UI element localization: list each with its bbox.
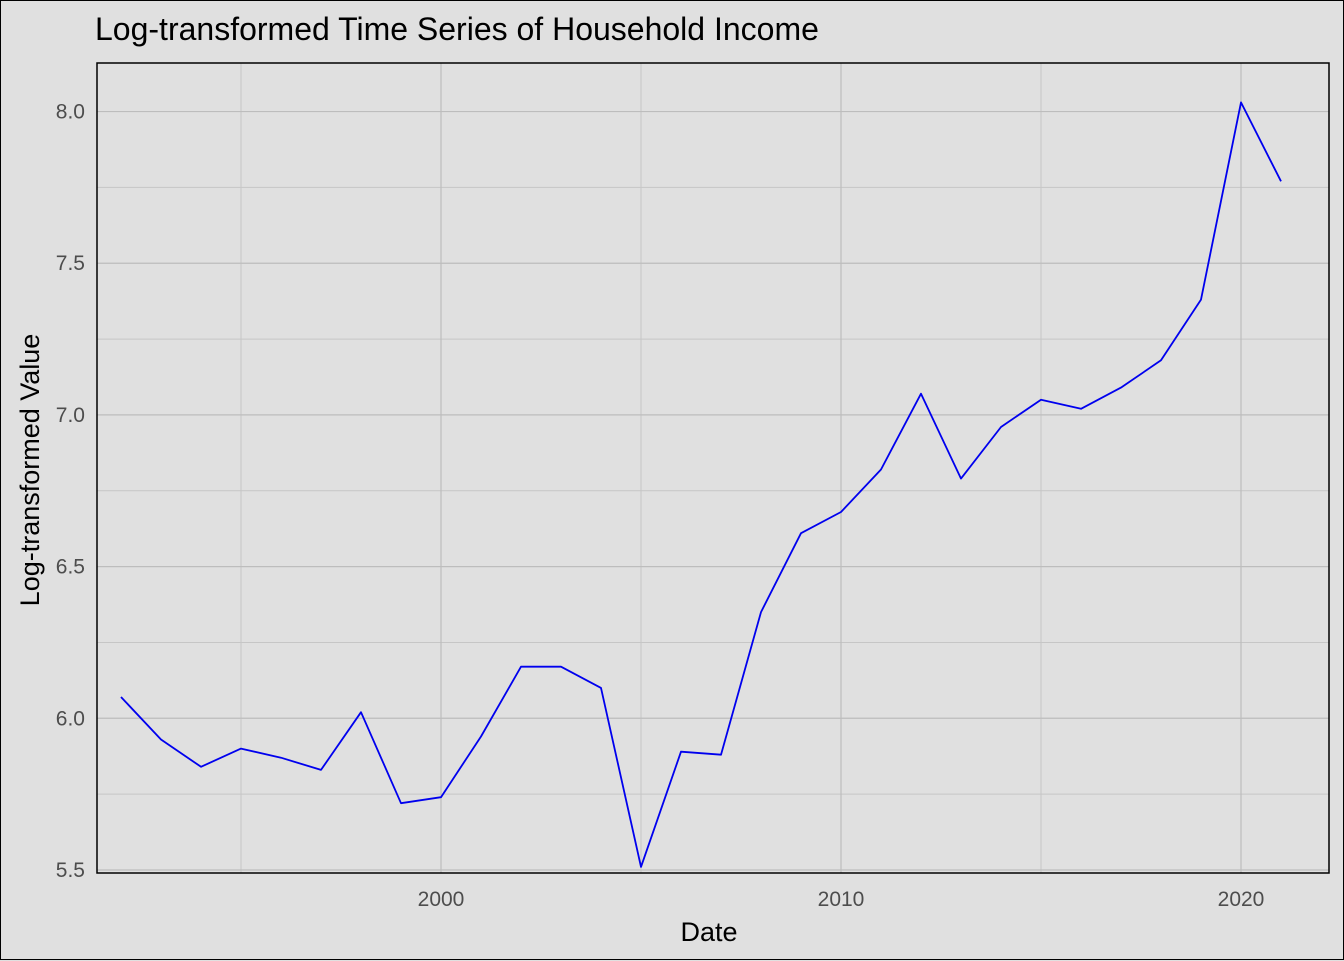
x-tick-label: 2000 (418, 888, 465, 911)
y-tick-label: 7.5 (56, 252, 85, 275)
series-line (120, 101, 1282, 868)
x-axis-title: Date (680, 917, 737, 947)
x-tick-label: 2010 (818, 888, 865, 911)
chart-title: Log-transformed Time Series of Household… (95, 11, 819, 47)
y-tick-label: 5.5 (56, 859, 85, 882)
plot-panel (97, 63, 1329, 873)
y-tick-label: 6.0 (56, 707, 85, 730)
y-tick-label: 6.5 (56, 556, 85, 579)
y-tick-label: 8.0 (56, 101, 85, 124)
x-tick-label: 2020 (1218, 888, 1265, 911)
y-axis-title: Log-transformed Value (15, 334, 45, 607)
y-tick-label: 7.0 (56, 404, 85, 427)
plot-border (96, 62, 1330, 874)
